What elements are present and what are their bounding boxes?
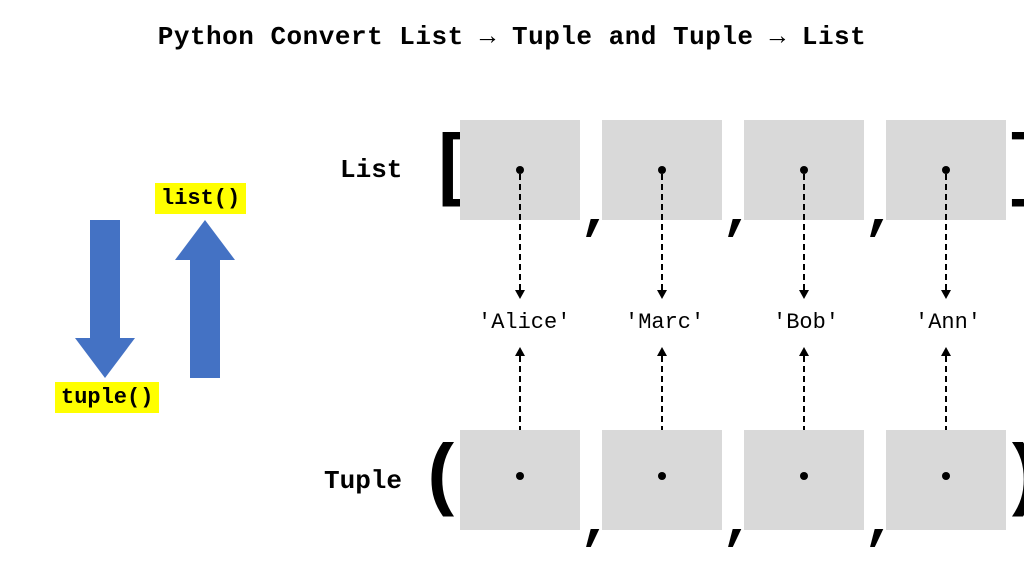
tuple-cell-3 bbox=[886, 430, 1006, 530]
list-comma-1: , bbox=[721, 184, 755, 240]
down-arrow-head bbox=[75, 338, 135, 378]
tuple-close-paren: ) bbox=[1000, 440, 1024, 520]
tuple-comma-1: , bbox=[721, 494, 755, 550]
tuple-dash-1-head bbox=[657, 347, 667, 356]
tuple-comma-0: , bbox=[579, 494, 613, 550]
list-dash-1 bbox=[661, 174, 663, 290]
element-1: 'Marc' bbox=[625, 310, 704, 335]
list-dot-0 bbox=[516, 166, 524, 174]
list-comma-0: , bbox=[579, 184, 613, 240]
tuple-cell-0 bbox=[460, 430, 580, 530]
list-fn-label: list() bbox=[155, 183, 246, 214]
element-2: 'Bob' bbox=[773, 310, 839, 335]
list-comma-2: , bbox=[863, 184, 897, 240]
list-dash-3-head bbox=[941, 290, 951, 299]
tuple-cell-1 bbox=[602, 430, 722, 530]
tuple-dot-3 bbox=[942, 472, 950, 480]
list-dash-0-head bbox=[515, 290, 525, 299]
element-3: 'Ann' bbox=[915, 310, 981, 335]
list-dot-2 bbox=[800, 166, 808, 174]
list-dash-1-head bbox=[657, 290, 667, 299]
list-dot-1 bbox=[658, 166, 666, 174]
up-arrow-shaft bbox=[190, 260, 220, 378]
element-0: 'Alice' bbox=[478, 310, 570, 335]
list-dash-3 bbox=[945, 174, 947, 290]
page-title: Python Convert List → Tuple and Tuple → … bbox=[0, 22, 1024, 52]
list-dash-0 bbox=[519, 174, 521, 290]
up-arrow-head bbox=[175, 220, 235, 260]
tuple-dot-1 bbox=[658, 472, 666, 480]
down-arrow-shaft bbox=[90, 220, 120, 338]
tuple-fn-label: tuple() bbox=[55, 382, 159, 413]
tuple-comma-2: , bbox=[863, 494, 897, 550]
tuple-open-paren: ( bbox=[418, 440, 466, 520]
tuple-dash-2-head bbox=[799, 347, 809, 356]
list-type-label: List bbox=[340, 155, 402, 185]
list-dash-2-head bbox=[799, 290, 809, 299]
tuple-dot-2 bbox=[800, 472, 808, 480]
list-dash-2 bbox=[803, 174, 805, 290]
tuple-dash-3-head bbox=[941, 347, 951, 356]
tuple-dot-0 bbox=[516, 472, 524, 480]
list-close-bracket: ] bbox=[1002, 130, 1024, 210]
tuple-type-label: Tuple bbox=[324, 466, 402, 496]
tuple-cell-2 bbox=[744, 430, 864, 530]
list-dot-3 bbox=[942, 166, 950, 174]
tuple-dash-0-head bbox=[515, 347, 525, 356]
